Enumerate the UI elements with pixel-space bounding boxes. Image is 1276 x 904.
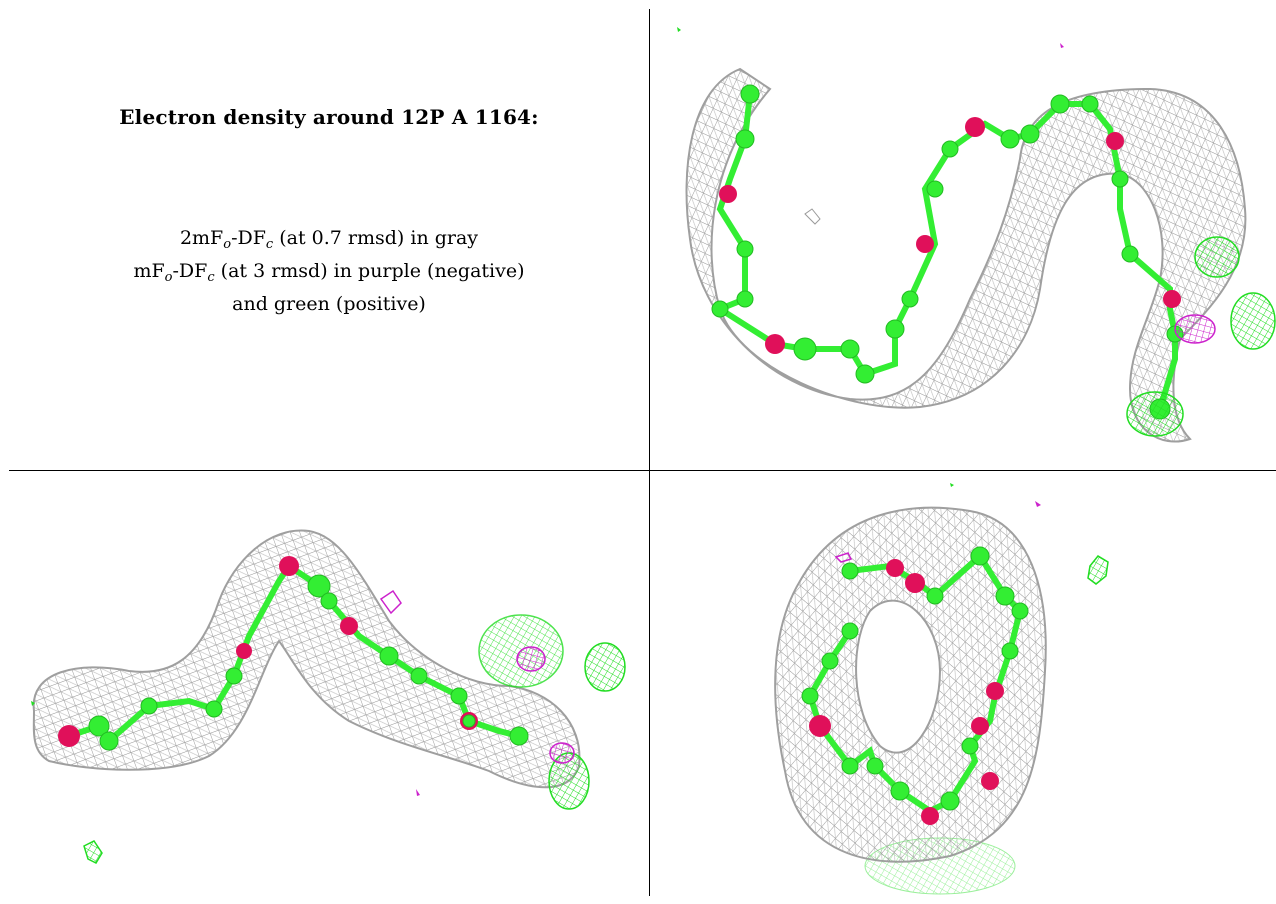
caption-text: (at 3 rmsd) in purple (negative) [214,260,525,282]
caption-text: 2mF [179,227,224,249]
positive-density-blob [1194,236,1240,278]
caption-line-fo-dfc: mFo-DFc (at 3 rmsd) in purple (negative) [9,258,649,291]
density-render-1 [677,27,1276,443]
positive-density-blob [584,642,626,692]
positive-density-speck [677,27,681,32]
caption-line-2fo-dfc: 2mFo-DFc (at 0.7 rmsd) in gray [9,225,649,258]
negative-density-blob [1174,314,1216,344]
negative-density-blob [379,589,402,615]
density-render-2 [31,529,626,864]
caption-subscript: c [265,237,274,252]
caption-text: -DF [231,227,266,249]
negative-density-speck [834,552,853,563]
caption-text: (at 0.7 rmsd) in gray [273,227,479,249]
negative-density-speck [416,789,420,796]
gray-density-mesh [32,529,581,789]
caption-text: -DF [172,260,208,282]
positive-density-blob [1230,292,1276,350]
gray-density-fragment [804,208,821,225]
positive-density-blob [83,840,103,864]
carbon-atoms [711,84,1184,420]
negative-density-blob [549,742,575,764]
caption-title: Electron density around 12P A 1164: [119,105,539,129]
caption-subscript: o [223,237,232,252]
negative-density-speck [1035,501,1041,507]
caption-cell: Electron density around 12P A 1164: 2mFo… [9,9,649,470]
view-top-right [650,9,1276,470]
table-divider-horizontal [9,470,1276,471]
caption-subscript: o [164,270,173,285]
negative-density-blob [516,646,546,672]
caption-description: 2mFo-DFc (at 0.7 rmsd) in gray mFo-DFc (… [9,225,649,318]
positive-density-blob [1087,555,1109,585]
positive-density-speck [950,483,954,487]
caption-subscript: c [207,270,215,285]
positive-density-blob [1126,391,1184,437]
density-render-3 [774,483,1109,895]
gray-density-mesh [774,506,1047,863]
caption-line-positive: and green (positive) [232,293,426,315]
negative-density-speck [1060,43,1064,48]
caption-text: mF [133,260,165,282]
oxygen-atoms [809,559,1004,825]
carbon-atoms [88,574,529,751]
figure-table: Electron density around 12P A 1164: 2mFo… [9,9,1276,904]
positive-density-speck [31,701,35,706]
table-divider-vertical [649,9,650,896]
view-bottom-left [9,471,649,896]
oxygen-atoms [719,117,1181,354]
carbon-atoms [801,546,1029,811]
view-bottom-right [650,471,1276,896]
